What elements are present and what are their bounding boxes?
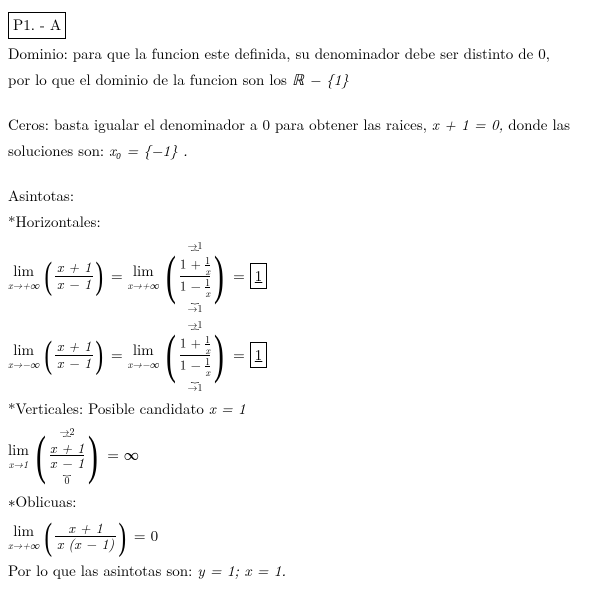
limit-plus-infinity: lim x→+∞ ( x + 1 x − 1 ) = lim x→+∞ ( →1… [8,240,599,313]
asymptotes-heading: Asintotas: [8,185,599,208]
oblique-heading: ∗Oblicuas: [8,491,599,514]
domain-line2-text: por lo que el dominio de la funcion son … [8,69,292,90]
limit-vertical: lim x→1 ( →2 ⏞ x + 1 x − 1 ⏟ 0 ) = ∞ [8,426,599,485]
fraction-xp1-xm1: x + 1 x − 1 [55,260,93,292]
limit-minus-infinity: lim x→−∞ ( x + 1 x − 1 ) = lim x→−∞ ( →1… [8,319,599,392]
limit-oblique: lim x→+∞ ( x + 1 x (x − 1) ) = 0 [8,520,599,554]
fraction-with-braces: →1 ⏞ 1 + 1x 1 − 1x ⏟ →1 [180,240,210,313]
domain-line2: por lo que el dominio de la funcion son … [8,69,599,92]
zeros-line1: Ceros: basta igualar el denominador a 0 … [8,114,599,137]
result-box: 1 [250,263,268,290]
vertical-heading: *Verticales: Posible candidato x = 1 [8,398,599,421]
equals-zero: = 0 [134,525,158,548]
equals-infinity: = ∞ [107,444,139,467]
zeros-text-a: Ceros: basta igualar el denominador a 0 … [8,114,432,135]
zeros-text-c: donde las [503,114,570,135]
domain-set: ℝ − {1} [292,69,349,90]
zeros-sol: x₀ = {−1} . [109,140,188,161]
zeros-line2: soluciones son: x₀ = {−1} . [8,140,599,163]
zeros-eqn: x + 1 = 0, [432,114,503,135]
header-label: P1. - A [8,12,66,39]
zeros-sol-label: soluciones son: [8,140,109,161]
lim-symbol: lim x→+∞ [8,263,39,290]
header-box: P1. - A [8,12,599,39]
result-box: 1 [250,342,268,369]
conclusion: Por lo que las asintotas son: y = 1; x =… [8,560,599,583]
domain-line1: Dominio: para que la funcion este defini… [8,43,599,66]
horizontal-heading: *Horizontales: [8,211,599,234]
